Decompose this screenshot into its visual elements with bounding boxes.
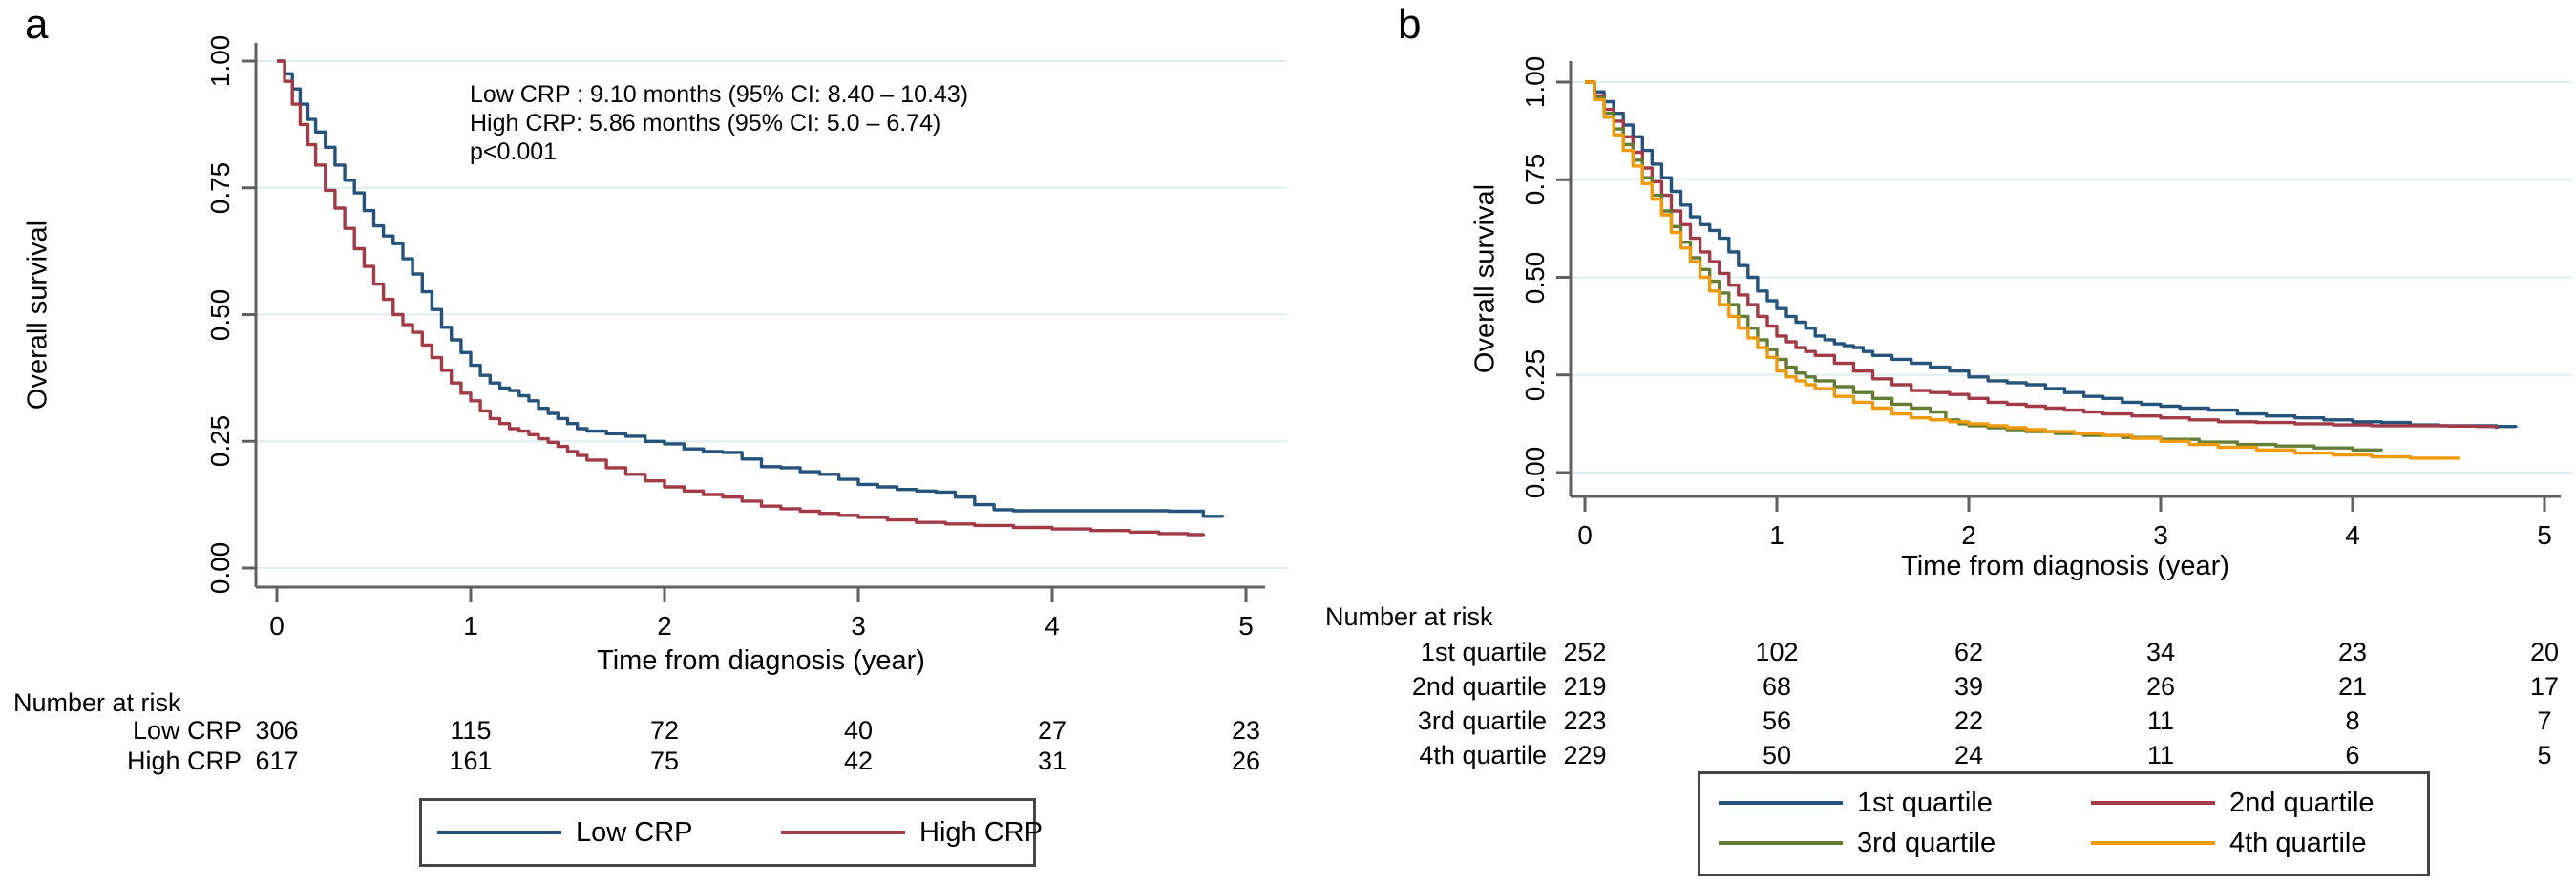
annotation-high-crp-median: High CRP: 5.86 months (95% CI: 5.0 – 6.7… bbox=[470, 110, 941, 137]
legend-label-high-crp: High CRP bbox=[919, 817, 1043, 848]
panel-a-risk-header: Number at risk bbox=[13, 688, 181, 717]
y-tick-label: 0.75 bbox=[205, 161, 235, 215]
risk-count: 72 bbox=[649, 716, 680, 745]
km-curve-3rd-quartile bbox=[1585, 80, 2383, 452]
risk-count: 39 bbox=[1953, 672, 1984, 701]
risk-count: 306 bbox=[255, 716, 299, 745]
risk-row-label-4th-quartile: 4th quartile bbox=[1419, 741, 1547, 769]
km-curve-2nd-quartile bbox=[1585, 80, 2499, 430]
y-tick-label: 0.25 bbox=[1520, 348, 1550, 402]
legend-label-low-crp: Low CRP bbox=[576, 817, 693, 848]
y-tick-label: 0.25 bbox=[205, 415, 235, 468]
risk-count: 7 bbox=[2537, 706, 2552, 735]
risk-count: 161 bbox=[449, 747, 493, 775]
y-tick-label: 0.50 bbox=[205, 288, 235, 341]
risk-count: 219 bbox=[1563, 672, 1607, 701]
risk-count: 617 bbox=[255, 747, 299, 775]
legend-label-3rd-quartile: 3rd quartile bbox=[1857, 828, 1996, 858]
x-tick-label: 2 bbox=[1961, 520, 1976, 550]
risk-count: 42 bbox=[843, 747, 874, 775]
risk-count: 8 bbox=[2345, 706, 2360, 735]
risk-count: 31 bbox=[1037, 747, 1067, 775]
x-tick-label: 3 bbox=[851, 611, 866, 641]
legend-label-1st-quartile: 1st quartile bbox=[1857, 788, 1993, 818]
risk-count: 6 bbox=[2345, 741, 2360, 769]
panel-b-risk-header: Number at risk bbox=[1325, 602, 1493, 631]
risk-count: 20 bbox=[2529, 638, 2560, 666]
km-curve-low-crp bbox=[277, 59, 1225, 518]
x-tick-label: 5 bbox=[2537, 520, 2552, 550]
legend-line-high-crp bbox=[781, 831, 905, 834]
risk-count: 40 bbox=[843, 716, 874, 745]
legend-panel-b bbox=[1698, 771, 2430, 876]
risk-count: 26 bbox=[1231, 747, 1261, 775]
y-tick-label: 0.75 bbox=[1520, 154, 1550, 206]
risk-count: 11 bbox=[2146, 741, 2175, 769]
panel-a-annotation: Low CRP : 9.10 months (95% CI: 8.40 – 10… bbox=[470, 80, 968, 166]
x-tick-label: 3 bbox=[2153, 520, 2168, 550]
y-tick-label: 0.00 bbox=[1520, 446, 1550, 499]
risk-count: 223 bbox=[1563, 706, 1607, 735]
risk-count: 27 bbox=[1037, 716, 1067, 745]
risk-count: 68 bbox=[1762, 672, 1792, 701]
x-tick-label: 0 bbox=[1577, 520, 1593, 550]
risk-count: 252 bbox=[1563, 638, 1607, 666]
x-tick-label: 1 bbox=[1769, 520, 1784, 550]
risk-count: 5 bbox=[2537, 741, 2552, 769]
risk-row-label-2nd-quartile: 2nd quartile bbox=[1411, 672, 1547, 701]
panel-b-y-axis-title: Overall survival bbox=[1469, 183, 1501, 374]
legend-label-2nd-quartile: 2nd quartile bbox=[2229, 788, 2375, 818]
legend-label-4th-quartile: 4th quartile bbox=[2229, 828, 2367, 858]
risk-count: 17 bbox=[2529, 672, 2560, 701]
risk-count: 56 bbox=[1762, 706, 1792, 735]
km-curve-1st-quartile bbox=[1585, 80, 2518, 429]
risk-count: 75 bbox=[649, 747, 680, 775]
legend-line-low-crp bbox=[437, 831, 561, 834]
risk-count: 34 bbox=[2145, 638, 2176, 666]
annotation-p-value: p<0.001 bbox=[470, 138, 558, 165]
risk-count: 62 bbox=[1953, 638, 1984, 666]
annotation-low-crp-median: Low CRP : 9.10 months (95% CI: 8.40 – 10… bbox=[470, 81, 969, 108]
x-tick-label: 4 bbox=[1045, 611, 1060, 641]
panel-a-x-axis-title: Time from diagnosis (year) bbox=[597, 645, 925, 676]
risk-count: 50 bbox=[1762, 741, 1792, 769]
y-tick-label: 1.00 bbox=[1520, 55, 1550, 109]
km-curve-high-crp bbox=[277, 59, 1205, 537]
risk-count: 102 bbox=[1755, 638, 1799, 666]
panel-a-label: a bbox=[25, 1, 49, 48]
risk-count: 24 bbox=[1953, 741, 1984, 769]
risk-row-label-high-crp: High CRP bbox=[126, 747, 242, 775]
km-curve-4th-quartile bbox=[1585, 80, 2460, 460]
y-tick-label: 0.50 bbox=[1520, 251, 1550, 304]
risk-count: 23 bbox=[2337, 638, 2368, 666]
x-tick-label: 2 bbox=[657, 611, 672, 641]
risk-count: 21 bbox=[2337, 672, 2368, 701]
risk-count: 229 bbox=[1563, 741, 1607, 769]
x-tick-label: 4 bbox=[2345, 520, 2360, 550]
legend-line-3rd-quartile bbox=[1719, 841, 1843, 845]
risk-row-label-low-crp: Low CRP bbox=[132, 716, 242, 745]
legend-line-1st-quartile bbox=[1719, 801, 1843, 805]
risk-count: 23 bbox=[1231, 716, 1261, 745]
risk-row-label-1st-quartile: 1st quartile bbox=[1420, 638, 1547, 666]
x-tick-label: 5 bbox=[1238, 611, 1254, 641]
legend-line-2nd-quartile bbox=[2091, 801, 2215, 805]
legend-line-4th-quartile bbox=[2091, 841, 2215, 845]
risk-count: 22 bbox=[1953, 706, 1984, 735]
risk-count: 115 bbox=[450, 716, 492, 745]
legend-panel-a bbox=[419, 798, 1036, 867]
risk-row-label-3rd-quartile: 3rd quartile bbox=[1417, 706, 1547, 735]
risk-count: 26 bbox=[2145, 672, 2176, 701]
x-tick-label: 0 bbox=[269, 611, 285, 641]
panel-a-y-axis-title: Overall survival bbox=[22, 220, 53, 411]
panel-b-x-axis-title: Time from diagnosis (year) bbox=[1901, 551, 2229, 581]
y-tick-label: 1.00 bbox=[205, 34, 235, 88]
x-tick-label: 1 bbox=[463, 611, 478, 641]
panel-b-label: b bbox=[1398, 1, 1422, 48]
risk-count: 11 bbox=[2146, 706, 2175, 735]
y-tick-label: 0.00 bbox=[205, 541, 235, 595]
